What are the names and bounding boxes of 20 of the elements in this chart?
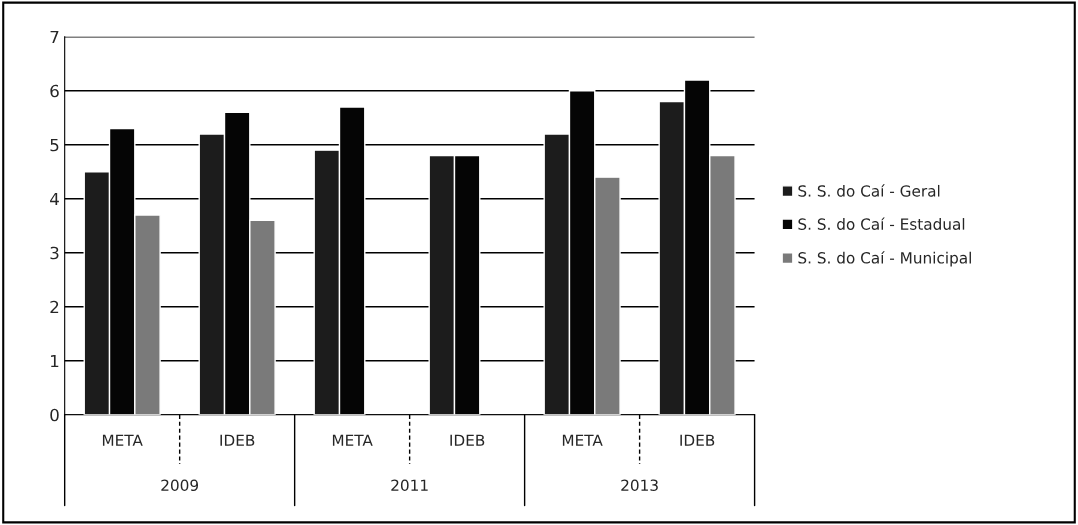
x-tick-label: META	[562, 434, 603, 446]
y-tick-label: 0	[50, 408, 59, 422]
text: 2009	[161, 479, 199, 491]
x-tick-label: META	[332, 434, 373, 446]
y-tick-label: 2	[50, 300, 59, 314]
y-tick-label: 1	[51, 354, 59, 368]
legend-label: S. S. do Caí - Geral	[798, 184, 940, 197]
y-tick-label: 6	[50, 84, 59, 98]
x-tick-label: IDEB	[220, 434, 255, 446]
y-tick-label: 3	[50, 246, 59, 260]
y-tick-label: 7	[50, 30, 59, 44]
x-tick-label: META	[102, 434, 143, 446]
legend-label: S. S. do Caí - Estadual	[798, 217, 965, 230]
y-tick-label: 4	[50, 192, 59, 206]
text: 2011	[391, 479, 428, 491]
text: 2013	[621, 479, 658, 491]
x-tick-label: IDEB	[680, 434, 715, 446]
y-tick-label: 5	[50, 138, 59, 152]
legend-label: S. S. do Caí - Municipal	[798, 251, 971, 267]
x-tick-label: IDEB	[450, 434, 485, 446]
